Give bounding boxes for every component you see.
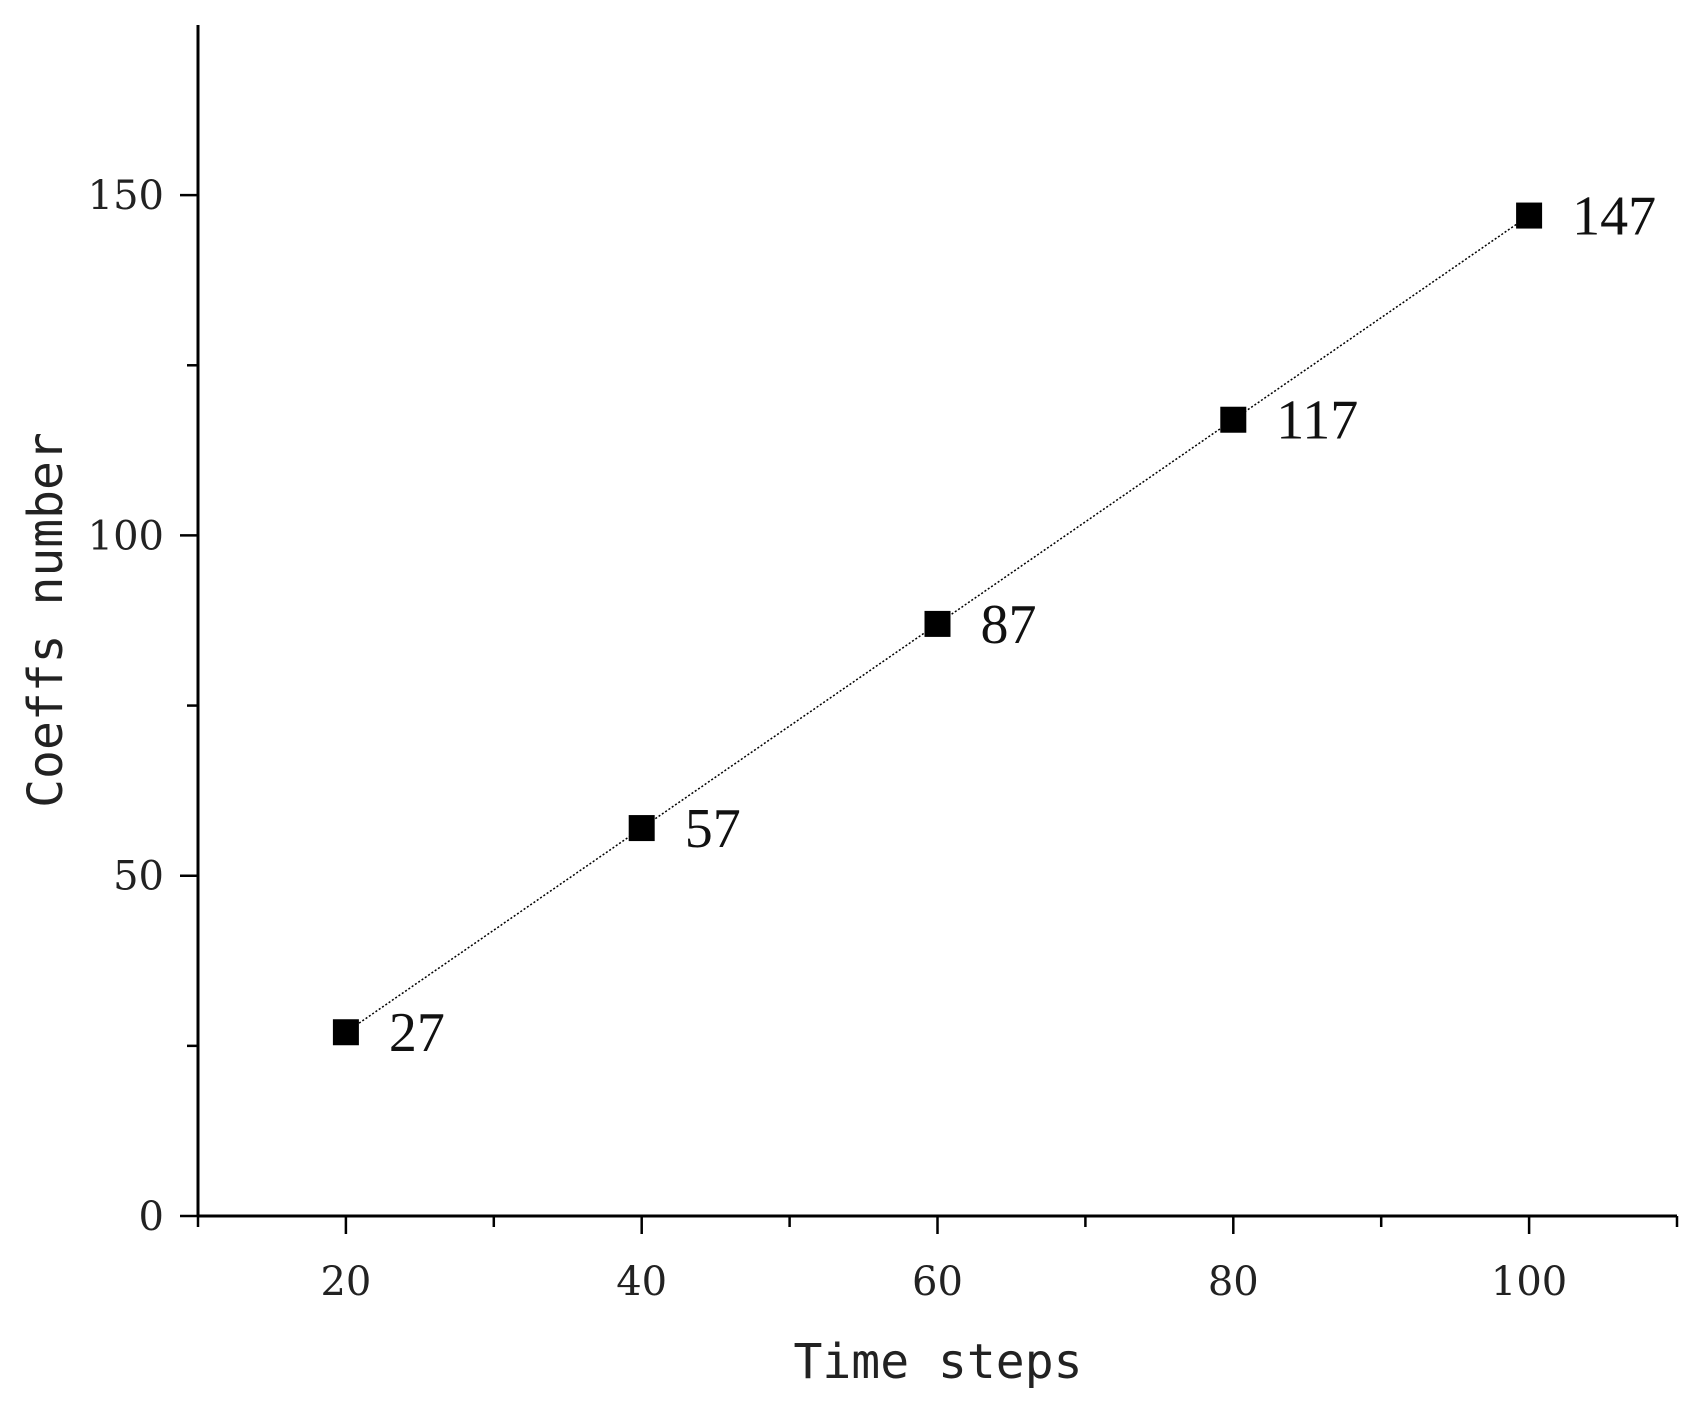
data-point-label: 57 bbox=[685, 798, 741, 860]
data-point-label: 27 bbox=[389, 1002, 445, 1064]
data-labels-layer: 27 57 87 117 147 bbox=[389, 186, 1656, 1065]
x-tick-label: 40 bbox=[616, 1259, 667, 1305]
x-tick-label: 100 bbox=[1491, 1259, 1567, 1305]
y-tick-label: 50 bbox=[113, 854, 164, 900]
y-tick-label: 100 bbox=[88, 513, 164, 559]
x-tick-label: 20 bbox=[320, 1259, 371, 1305]
data-point-marker bbox=[332, 1019, 359, 1046]
data-point-marker bbox=[1220, 406, 1247, 433]
ticks-layer bbox=[180, 193, 1679, 1234]
data-point-label: 147 bbox=[1572, 186, 1656, 248]
x-axis-title: Time steps bbox=[794, 1334, 1083, 1390]
x-tick-label: 60 bbox=[912, 1259, 963, 1305]
y-tick-label: 150 bbox=[88, 173, 164, 219]
data-point-marker bbox=[1516, 202, 1543, 229]
tick-labels-layer: 20 40 60 80 100 0 50 100 150 bbox=[88, 173, 1568, 1305]
data-point-label: 117 bbox=[1276, 390, 1358, 452]
data-point-marker bbox=[628, 815, 655, 842]
y-tick-label: 0 bbox=[139, 1194, 164, 1240]
data-point-marker bbox=[924, 610, 951, 637]
data-point-label: 87 bbox=[981, 594, 1037, 656]
y-axis-title: Coeffs number bbox=[18, 432, 74, 808]
data-markers-layer bbox=[332, 202, 1543, 1046]
x-tick-label: 80 bbox=[1208, 1259, 1259, 1305]
